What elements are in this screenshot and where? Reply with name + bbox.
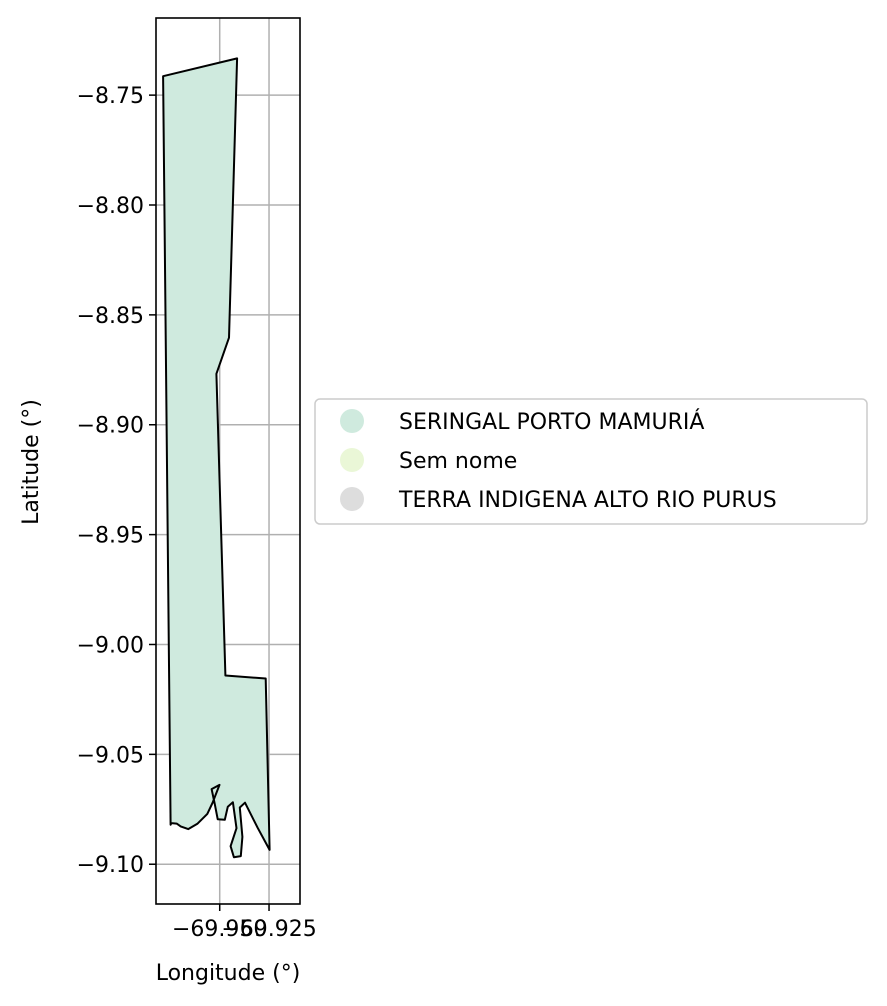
legend-label-seringal: SERINGAL PORTO MAMURIÁ (399, 409, 704, 435)
plot-frame (155, 17, 301, 905)
legend: SERINGAL PORTO MAMURIÁ Sem nome TERRA IN… (314, 398, 868, 525)
legend-frame (314, 398, 868, 525)
y-tick-label: −9.05 (77, 743, 144, 768)
legend-marker-sem-nome (340, 448, 364, 472)
x-tick-label: −69.925 (221, 917, 316, 942)
legend-label-terra-indigena: TERRA INDIGENA ALTO RIO PURUS (398, 488, 777, 513)
x-axis-ticks: −69.950−69.925 (172, 904, 317, 942)
y-tick-label: −8.90 (77, 414, 144, 439)
y-tick-label: −8.75 (77, 84, 144, 109)
y-tick-label: −9.00 (77, 633, 144, 658)
y-tick-label: −8.85 (77, 304, 144, 329)
legend-marker-seringal (340, 409, 364, 433)
x-axis-title: Longitude (°) (156, 961, 301, 986)
y-axis-ticks: −8.75 −8.80 −8.85 −8.90 −8.95 −9.00 −9.05 −9.10 (77, 84, 156, 878)
territory-polygon (162, 57, 271, 859)
y-axis-title: Latitude (°) (19, 399, 44, 525)
map-polygon-layer (162, 57, 271, 859)
y-tick-label: −8.80 (77, 194, 144, 219)
x-tick-label: −69.950 (172, 917, 267, 942)
legend-marker-terra-indigena (340, 487, 364, 511)
legend-label-sem-nome: Sem nome (399, 449, 517, 474)
y-tick-label: −9.10 (77, 853, 144, 878)
y-tick-label: −8.95 (77, 524, 144, 549)
